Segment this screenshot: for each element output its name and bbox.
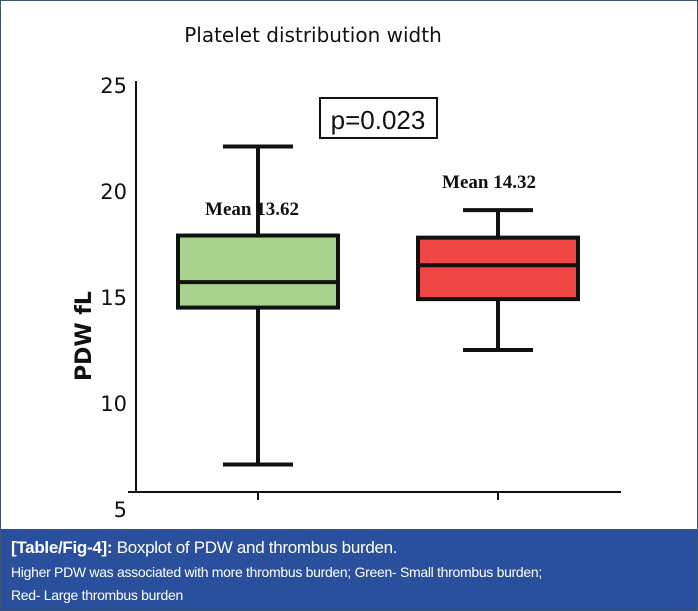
y-tick-label: 25: [100, 74, 127, 98]
box-iqr: [176, 233, 340, 310]
box-group-small-thrombus: Mean 13.62: [176, 144, 340, 467]
caption-title: Boxplot of PDW and thrombus burden.: [112, 538, 398, 557]
y-tick-label: 5: [114, 498, 127, 522]
y-tick-label: 20: [100, 180, 127, 204]
y-axis-label: PDW fL: [72, 291, 97, 381]
y-tick-label: 15: [100, 286, 127, 310]
boxes: Mean 13.62 Mean 14.32: [176, 144, 580, 467]
mean-label: Mean 13.62: [205, 199, 299, 220]
y-tick-label: 10: [100, 392, 127, 416]
caption-line-2: Higher PDW was associated with more thro…: [11, 564, 542, 580]
box-group-large-thrombus: Mean 14.32: [416, 172, 580, 352]
caption-line-3: Red- Large thrombus burden: [11, 587, 183, 603]
p-value-box: p=0.023: [319, 97, 438, 139]
chart-title: Platelet distribution width: [1, 23, 697, 47]
axes: 25 20 15 10 5 PDW fL: [72, 74, 621, 522]
caption-label: [Table/Fig-4]:: [11, 538, 113, 557]
chart-title-text: Platelet distribution width: [184, 23, 442, 47]
boxplot-chart: 25 20 15 10 5 PDW fL Mean 13.62 Mean 14.32 p=0…: [72, 74, 621, 522]
figure-caption: [Table/Fig-4]: Boxplot of PDW and thromb…: [1, 529, 697, 610]
mean-label: Mean 14.32: [442, 172, 536, 193]
caption-title-line: [Table/Fig-4]: Boxplot of PDW and thromb…: [11, 538, 398, 558]
p-value-text: p=0.023: [331, 105, 426, 135]
box-iqr: [416, 235, 580, 302]
p-value-frame: [319, 97, 438, 139]
